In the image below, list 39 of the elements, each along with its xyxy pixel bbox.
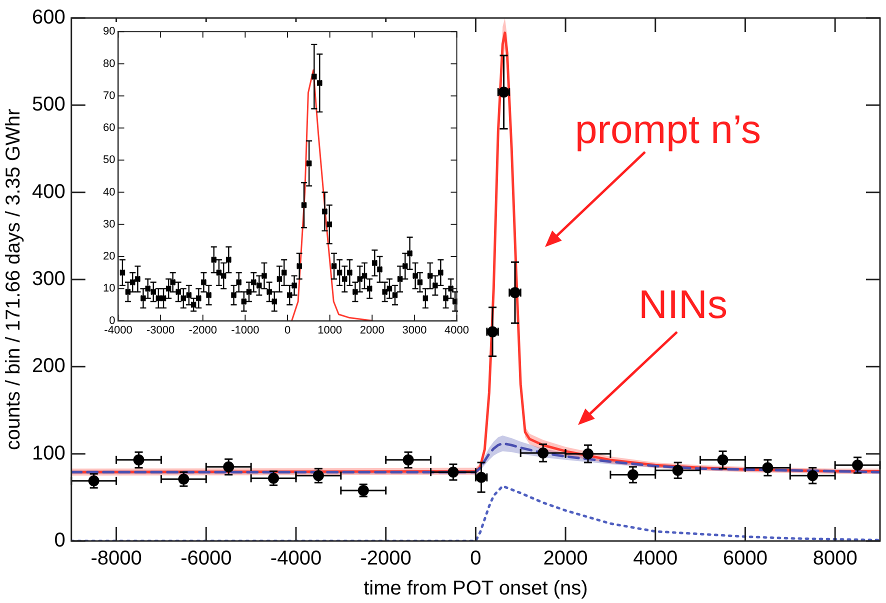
y-tick-label: 0 xyxy=(109,314,116,327)
x-tick-label: -2000 xyxy=(188,324,217,336)
y-tick-label: 400 xyxy=(32,180,66,203)
x-tick-label: 0 xyxy=(470,548,482,570)
x-tick-label: -8000 xyxy=(90,548,142,570)
x-tick-label: -2000 xyxy=(360,548,412,570)
y-tick-label: 50 xyxy=(102,154,116,166)
x-tick-label: 2000 xyxy=(543,548,588,570)
y-tick-label: 0 xyxy=(54,530,66,552)
y-tick-label: 500 xyxy=(32,94,66,116)
x-tick-label: -4000 xyxy=(104,324,132,336)
y-tick-label: 300 xyxy=(32,268,66,290)
x-tick-label: -4000 xyxy=(270,548,322,570)
y-tick-label: 60 xyxy=(102,122,116,134)
x-tick-label: -6000 xyxy=(180,548,232,570)
x-tick-label: 4000 xyxy=(633,548,678,570)
y-tick-label: 10 xyxy=(102,282,116,295)
y-tick-label: 30 xyxy=(102,218,116,230)
y-tick-label: 600 xyxy=(32,6,66,29)
x-tick-label: 6000 xyxy=(722,548,768,570)
x-tick-label: 2000 xyxy=(360,324,384,336)
y-tick-label: 20 xyxy=(102,250,116,263)
x-tick-label: 1000 xyxy=(318,324,342,336)
y-tick-label: 90 xyxy=(102,26,116,38)
y-tick-label: 70 xyxy=(102,90,116,102)
x-axis-title: time from POT onset (ns) xyxy=(364,578,588,600)
y-tick-label: 80 xyxy=(102,58,116,70)
x-tick-label: 0 xyxy=(284,324,291,336)
y-tick-label: 100 xyxy=(32,442,66,464)
x-tick-label: 4000 xyxy=(444,324,470,336)
x-tick-label: -1000 xyxy=(231,324,260,336)
y-tick-label: 200 xyxy=(32,355,66,378)
y-axis-title: counts / bin / 171.66 days / 3.35 GWhr xyxy=(2,108,25,450)
x-tick-label: 8000 xyxy=(812,548,858,570)
annotation: NINs xyxy=(638,283,728,327)
y-tick-label: 40 xyxy=(102,186,116,198)
x-tick-label: 3000 xyxy=(402,324,427,336)
x-tick-label: -3000 xyxy=(146,324,175,336)
annotation: prompt n’s xyxy=(574,108,762,152)
